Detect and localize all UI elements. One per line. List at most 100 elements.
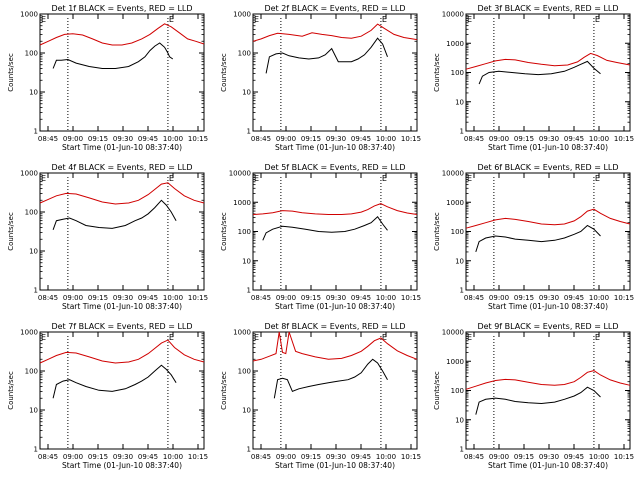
x-tick-label: 10:00 [376,453,396,461]
event-marker-label: E [254,174,259,183]
x-tick-label: 08:45 [38,135,58,143]
y-axis-label: Counts/sec [7,53,15,92]
x-axis-label: Start Time (01-Jun-10 08:37:40) [488,143,608,152]
x-tick-label: 09:15 [88,135,108,143]
y-tick-label: 1 [460,287,464,295]
y-tick-label: 100 [25,368,38,376]
x-axis-label: Start Time (01-Jun-10 08:37:40) [488,302,608,311]
y-axis-label: Counts/sec [433,371,441,410]
x-tick-label: 09:30 [113,294,133,302]
y-tick-label: 10 [242,257,251,265]
y-tick-label: 100 [238,228,251,236]
x-tick-label: 10:00 [589,294,609,302]
x-axis-label: Start Time (01-Jun-10 08:37:40) [275,143,395,152]
event-marker-label: E [41,333,46,342]
x-tick-label: 09:00 [489,294,509,302]
y-axis-label: Counts/sec [433,53,441,92]
event-marker-label: E [254,333,259,342]
event-marker-label: E [595,333,600,342]
y-tick-label: 10 [29,248,38,256]
plot-frame [252,331,418,450]
y-axis-label: Counts/sec [220,53,228,92]
y-tick-label: 100 [238,368,251,376]
chart-title: Det 7f BLACK = Events, RED = LLD [51,322,192,331]
event-marker-label: E [467,174,472,183]
series-lld-line [39,182,205,205]
x-tick-label: 09:00 [63,294,83,302]
y-tick-label: 100 [25,209,38,217]
y-tick-label: 1000 [233,11,251,19]
x-tick-label: 08:45 [251,453,271,461]
y-tick-label: 10 [29,407,38,415]
x-tick-label: 09:15 [301,453,321,461]
x-tick-label: 10:15 [401,453,421,461]
y-axis-label: Counts/sec [220,212,228,251]
y-tick-label: 100 [238,50,251,58]
chart-panel-9: Det 9f BLACK = Events, RED = LLD 1 10 100 10… [433,322,634,470]
x-tick-label: 10:00 [589,135,609,143]
event-marker-label: E [595,15,600,24]
x-tick-label: 10:15 [188,135,208,143]
plot-frame [39,13,205,132]
y-tick-label: 10000 [229,170,251,178]
chart-title: Det 8f BLACK = Events, RED = LLD [264,322,405,331]
x-tick-label: 09:00 [63,453,83,461]
event-marker-label: E [382,174,387,183]
x-tick-label: 09:15 [301,294,321,302]
y-tick-label: 10 [455,257,464,265]
x-tick-label: 10:00 [589,453,609,461]
x-tick-label: 08:45 [38,294,58,302]
x-tick-label: 10:00 [163,294,183,302]
series-lld-line [252,23,418,42]
series-lld-line [465,52,631,70]
x-tick-label: 09:45 [138,453,158,461]
chart-title: Det 1f BLACK = Events, RED = LLD [51,4,192,13]
y-tick-label: 1 [460,446,464,454]
x-axis-label: Start Time (01-Jun-10 08:37:40) [275,461,395,470]
x-tick-label: 09:45 [138,135,158,143]
plot-frame [465,331,631,450]
x-tick-label: 09:15 [514,294,534,302]
chart-panel-1: Det 1f BLACK = Events, RED = LLD 1 10 100 10… [7,4,208,152]
x-tick-label: 09:00 [276,294,296,302]
series-lld-line [252,203,418,215]
y-tick-label: 100 [25,50,38,58]
chart-panel-7: Det 7f BLACK = Events, RED = LLD 1 10 100 10… [7,322,208,470]
x-tick-label: 09:30 [539,135,559,143]
y-tick-label: 10 [242,407,251,415]
x-tick-label: 09:30 [113,453,133,461]
y-tick-label: 1 [34,446,38,454]
x-tick-label: 10:00 [376,294,396,302]
plot-frame [39,331,205,450]
y-tick-label: 1 [34,128,38,136]
event-marker-label: E [41,15,46,24]
x-axis-label: Start Time (01-Jun-10 08:37:40) [62,302,182,311]
x-tick-label: 09:00 [276,453,296,461]
chart-title: Det 6f BLACK = Events, RED = LLD [477,163,618,172]
x-tick-label: 08:45 [464,453,484,461]
x-tick-label: 09:30 [326,453,346,461]
x-tick-label: 09:15 [514,135,534,143]
x-tick-label: 09:45 [351,453,371,461]
x-tick-label: 09:45 [351,294,371,302]
y-tick-label: 1000 [446,40,464,48]
event-marker-label: E [41,174,46,183]
x-tick-label: 10:00 [163,135,183,143]
y-tick-label: 10000 [442,170,464,178]
y-tick-label: 100 [451,387,464,395]
y-tick-label: 1 [247,128,251,136]
x-tick-label: 08:45 [251,294,271,302]
series-events-line [475,224,601,253]
x-tick-label: 10:15 [614,294,634,302]
x-tick-label: 09:15 [88,453,108,461]
x-axis-label: Start Time (01-Jun-10 08:37:40) [62,143,182,152]
series-events-line [478,60,601,85]
y-axis-label: Counts/sec [220,371,228,410]
x-tick-label: 08:45 [38,453,58,461]
x-tick-label: 10:00 [376,135,396,143]
y-axis-label: Counts/sec [433,212,441,251]
y-tick-label: 1000 [20,11,38,19]
y-tick-label: 10 [29,89,38,97]
series-events-line [52,42,174,69]
